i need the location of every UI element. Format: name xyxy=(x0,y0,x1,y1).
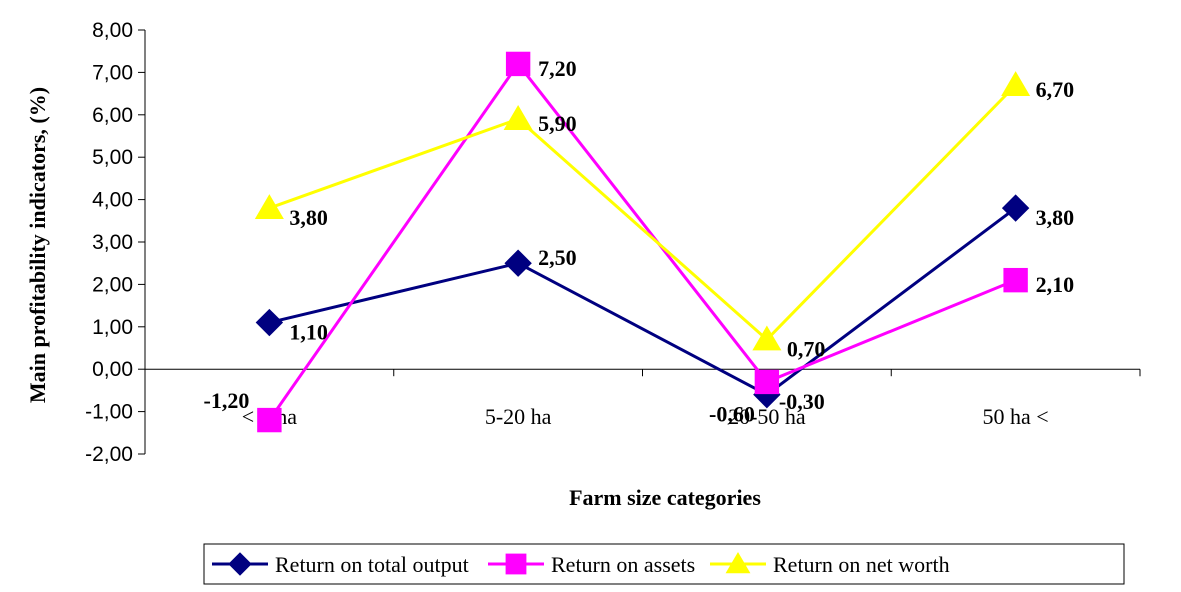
y-tick-label: 2,00 xyxy=(92,273,133,296)
data-label: 5,90 xyxy=(538,111,577,136)
data-point xyxy=(504,249,532,277)
series-line xyxy=(268,61,1017,421)
y-tick-label: -2,00 xyxy=(85,443,133,466)
data-point xyxy=(1001,71,1031,97)
data-label: 0,70 xyxy=(787,337,826,362)
data-label: 6,70 xyxy=(1036,77,1075,102)
data-point xyxy=(1001,194,1030,222)
legend-label: Return on net worth xyxy=(773,552,950,577)
y-tick-label: 3,00 xyxy=(92,231,133,254)
legend-item: Return on total output xyxy=(212,552,469,577)
legend: Return on total output Return on assets Re… xyxy=(203,543,1125,585)
y-tick-label: 5,00 xyxy=(92,146,133,169)
series-line xyxy=(268,84,1017,342)
data-label: 3,80 xyxy=(289,205,328,230)
x-tick-label: 5-20 ha xyxy=(485,404,552,429)
data-point xyxy=(503,105,533,130)
series-line xyxy=(269,206,1017,397)
x-tick-label: 50 ha < xyxy=(983,404,1049,429)
y-tick-label: 7,00 xyxy=(92,61,133,84)
data-point xyxy=(1003,267,1028,293)
y-tick-label: -1,00 xyxy=(85,401,133,424)
data-point xyxy=(254,194,284,219)
data-point xyxy=(754,369,780,395)
data-label: 3,80 xyxy=(1036,205,1075,230)
legend-item: Return on assets xyxy=(488,552,695,577)
data-point xyxy=(255,308,284,337)
legend-item: Return on net worth xyxy=(710,552,950,577)
data-point xyxy=(752,325,782,351)
y-tick-label: 1,00 xyxy=(92,316,133,339)
data-label: -0,30 xyxy=(779,389,825,414)
y-axis-title: Main profitability indicators, (%) xyxy=(25,87,50,403)
data-point xyxy=(257,407,282,433)
data-label: 2,50 xyxy=(538,245,577,270)
y-tick-label: 0,00 xyxy=(92,358,133,381)
legend-label: Return on assets xyxy=(551,552,695,577)
data-label: 1,10 xyxy=(289,320,328,345)
y-tick-label: 4,00 xyxy=(92,189,133,212)
legend-frame xyxy=(203,543,1125,585)
data-label: 7,20 xyxy=(538,56,577,81)
y-tick-label: 8,00 xyxy=(92,19,133,42)
legend-marker xyxy=(505,553,527,575)
legend-marker xyxy=(725,552,751,574)
data-label: 2,10 xyxy=(1036,272,1075,297)
series-group xyxy=(254,51,1031,433)
data-label: -1,20 xyxy=(204,388,250,413)
y-tick-label: 6,00 xyxy=(92,104,133,127)
y-axis: -2,00 -1,00 0,00 1,00 2,00 3,00 4,00 5,00 6,00 7,… xyxy=(85,19,146,466)
x-axis-title: Farm size categories xyxy=(569,485,761,510)
legend-marker xyxy=(228,552,252,576)
data-point xyxy=(505,51,531,77)
data-label: -0,60 xyxy=(709,402,755,427)
legend-label: Return on total output xyxy=(275,552,469,577)
data-labels: 1,10 2,50 -0,60 3,80 -1,20 7,20 -0,30 2,10 3,80 5… xyxy=(204,56,1075,427)
